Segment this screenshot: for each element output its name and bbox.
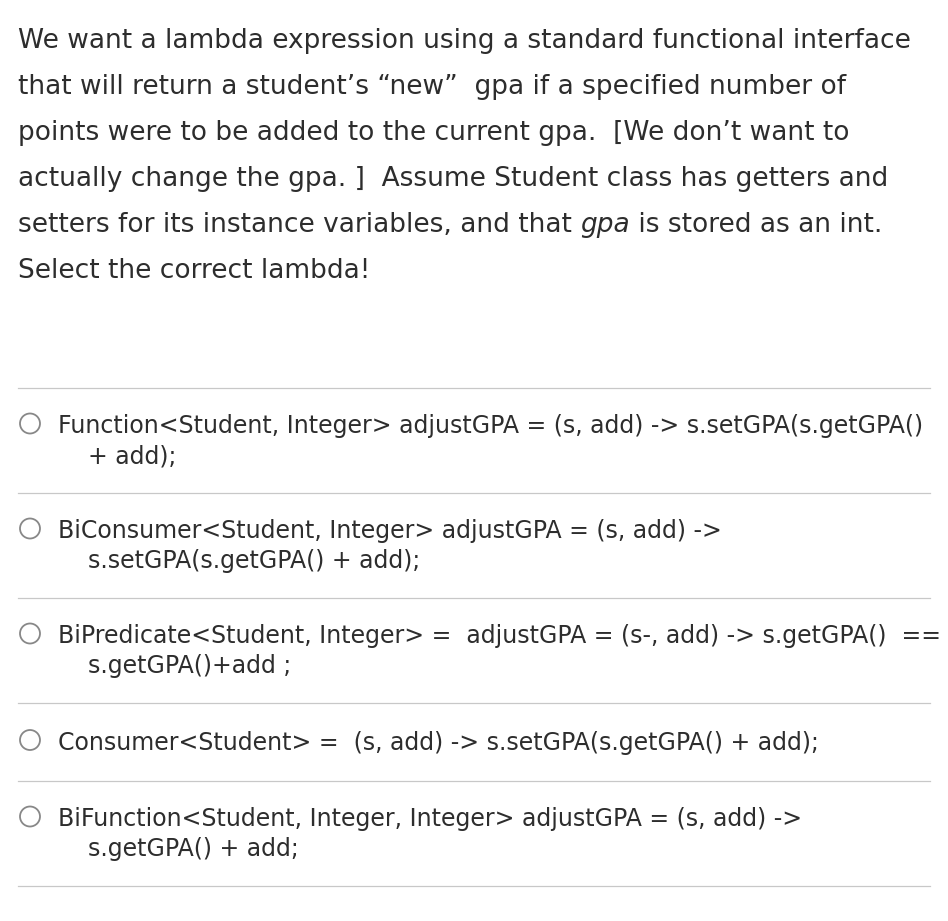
Text: BiFunction<Student, Integer, Integer> adjustGPA = (s, add) ->: BiFunction<Student, Integer, Integer> ad… <box>58 807 802 831</box>
Text: s.getGPA() + add;: s.getGPA() + add; <box>58 837 299 861</box>
Text: BiPredicate<Student, Integer> =  adjustGPA = (s-, add) -> s.getGPA()  ==: BiPredicate<Student, Integer> = adjustGP… <box>58 624 941 648</box>
Text: BiConsumer<Student, Integer> adjustGPA = (s, add) ->: BiConsumer<Student, Integer> adjustGPA =… <box>58 519 721 543</box>
Text: + add);: + add); <box>58 444 176 468</box>
Text: that will return a student’s “new”  gpa if a specified number of: that will return a student’s “new” gpa i… <box>18 74 847 100</box>
Text: is stored as an int.: is stored as an int. <box>629 212 883 238</box>
Text: setters for its instance variables, and that: setters for its instance variables, and … <box>18 212 580 238</box>
Text: s.setGPA(s.getGPA() + add);: s.setGPA(s.getGPA() + add); <box>58 549 420 573</box>
Text: Function<Student, Integer> adjustGPA = (s, add) -> s.setGPA(s.getGPA(): Function<Student, Integer> adjustGPA = (… <box>58 414 923 438</box>
Text: points were to be added to the current gpa.  [We don’t want to: points were to be added to the current g… <box>18 120 849 146</box>
Text: actually change the gpa. ]  Assume Student class has getters and: actually change the gpa. ] Assume Studen… <box>18 166 888 192</box>
Text: Select the correct lambda!: Select the correct lambda! <box>18 258 371 284</box>
Text: s.getGPA()+add ;: s.getGPA()+add ; <box>58 654 291 678</box>
Text: Consumer<Student> =  (s, add) -> s.setGPA(s.getGPA() + add);: Consumer<Student> = (s, add) -> s.setGPA… <box>58 730 819 754</box>
Text: gpa: gpa <box>580 212 629 238</box>
Text: We want a lambda expression using a standard functional interface: We want a lambda expression using a stan… <box>18 28 911 54</box>
